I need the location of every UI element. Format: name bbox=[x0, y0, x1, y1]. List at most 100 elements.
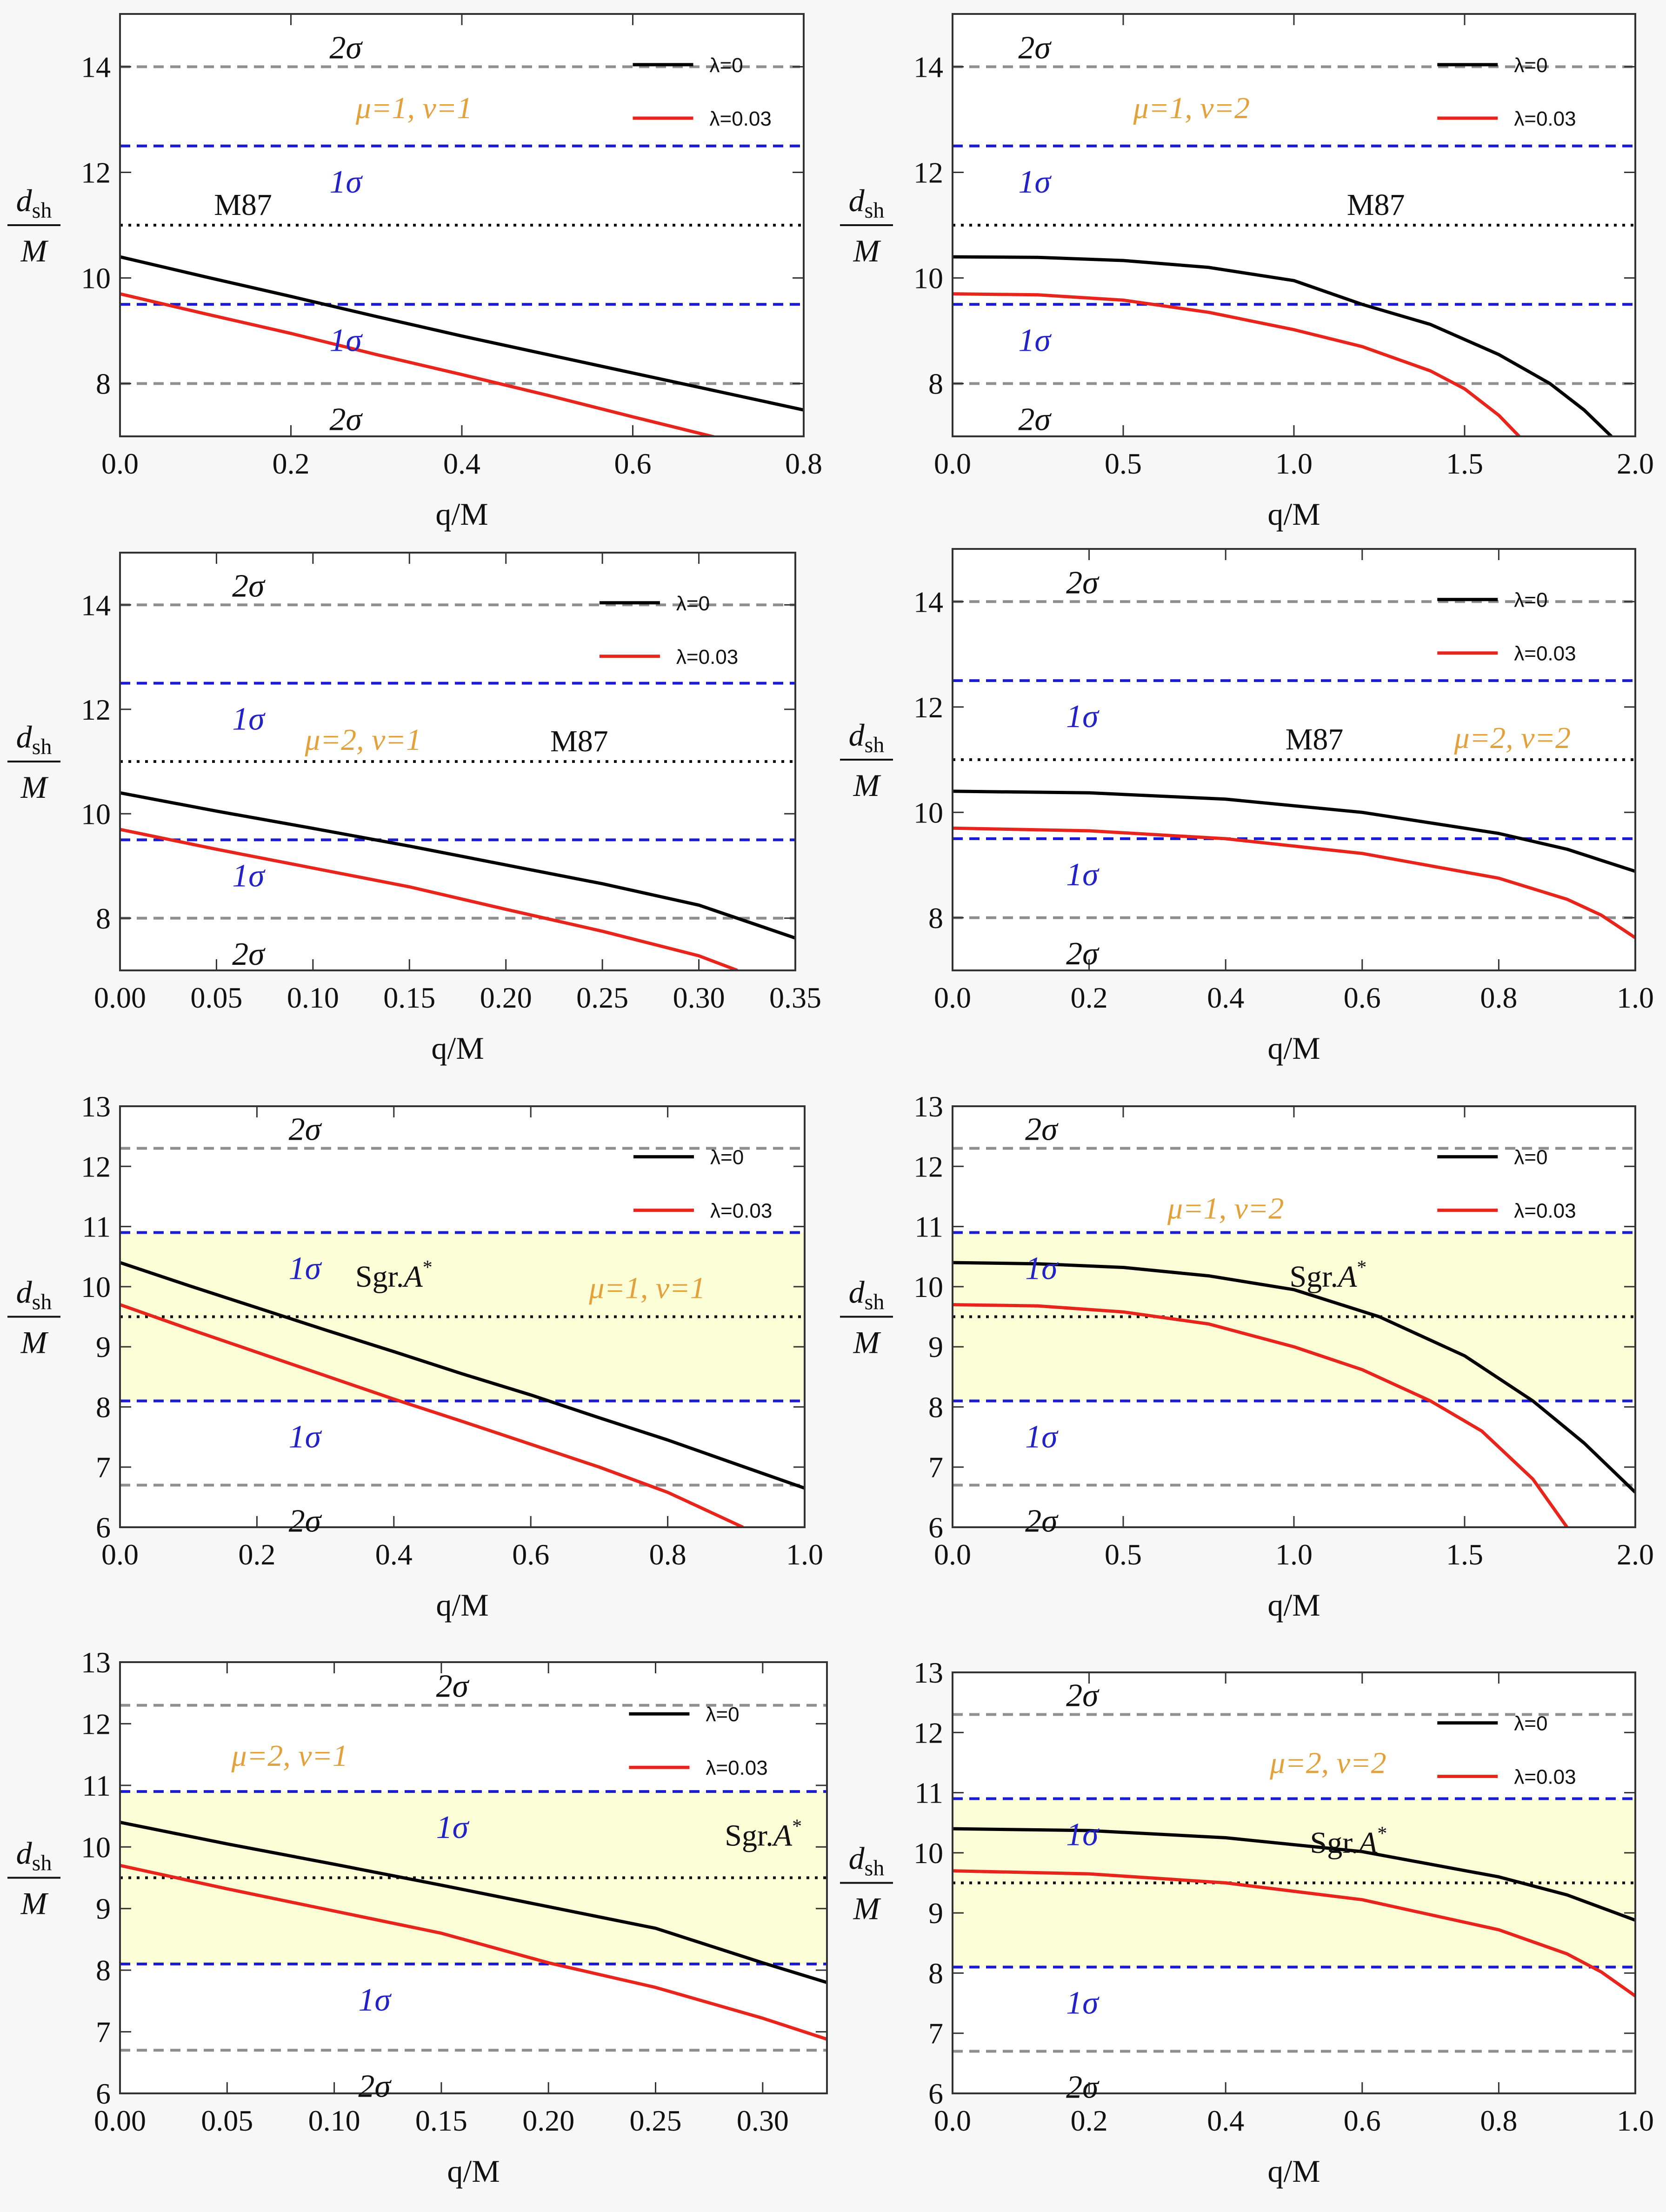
sigma1-lower-label: 1σ bbox=[232, 858, 266, 894]
y-tick-label: 7 bbox=[928, 1451, 943, 1484]
x-tick-label: 2.0 bbox=[1617, 447, 1654, 480]
y-tick-label: 13 bbox=[913, 1090, 943, 1123]
y-tick-label: 10 bbox=[913, 796, 943, 829]
y-tick-label: 8 bbox=[928, 902, 943, 935]
x-tick-label: 0.2 bbox=[273, 447, 310, 480]
sigma2-upper-label: 2σ bbox=[329, 30, 363, 66]
reference-object-label: Sgr.A* bbox=[1289, 1257, 1366, 1294]
y-tick-label: 9 bbox=[96, 1330, 111, 1363]
x-tick-label: 0.2 bbox=[1071, 981, 1108, 1014]
x-tick-label: 0.6 bbox=[614, 447, 652, 480]
x-axis-title: q/M bbox=[435, 496, 488, 532]
y-tick-label: 9 bbox=[96, 1892, 111, 1925]
legend-entry: λ=0 bbox=[1514, 1712, 1547, 1735]
y-tick-label: 10 bbox=[81, 1270, 111, 1303]
y-tick-label: 7 bbox=[96, 2016, 111, 2049]
legend-entry: λ=0 bbox=[1514, 1146, 1547, 1169]
x-tick-label: 0.0 bbox=[934, 447, 971, 480]
x-tick-label: 0.8 bbox=[649, 1538, 686, 1571]
y-tick-label: 8 bbox=[96, 902, 111, 935]
parameter-label: μ=1, ν=2 bbox=[1133, 91, 1250, 125]
sigma2-lower-label: 2σ bbox=[1018, 402, 1052, 438]
y-tick-label: 13 bbox=[81, 1646, 111, 1679]
parameter-label: μ=1, ν=1 bbox=[355, 91, 473, 125]
parameter-label: μ=1, ν=1 bbox=[588, 1271, 706, 1305]
y-tick-label: 12 bbox=[81, 156, 111, 189]
x-axis-title: q/M bbox=[447, 2153, 500, 2189]
y-tick-label: 6 bbox=[96, 1511, 111, 1544]
legend-entry: λ=0 bbox=[1514, 54, 1547, 77]
y-tick-label: 11 bbox=[914, 1210, 943, 1243]
sigma2-lower-label: 2σ bbox=[329, 402, 363, 438]
x-axis-title: q/M bbox=[1267, 496, 1320, 532]
sigma2-upper-label: 2σ bbox=[289, 1112, 322, 1148]
sigma1-lower-label: 1σ bbox=[1066, 1985, 1100, 2021]
y-tick-label: 6 bbox=[96, 2077, 111, 2110]
legend-entry: λ=0 bbox=[710, 54, 743, 77]
x-tick-label: 1.5 bbox=[1446, 1538, 1483, 1571]
x-tick-label: 0.8 bbox=[1480, 981, 1517, 1014]
x-tick-label: 1.0 bbox=[1275, 447, 1313, 480]
x-tick-label: 0.30 bbox=[673, 981, 725, 1014]
x-tick-label: 0.15 bbox=[383, 981, 435, 1014]
legend-entry: λ=0.03 bbox=[1514, 1200, 1576, 1223]
legend-entry: λ=0.03 bbox=[1514, 1766, 1576, 1789]
x-tick-label: 0.4 bbox=[1207, 981, 1244, 1014]
sigma2-lower-label: 2σ bbox=[289, 1504, 322, 1539]
sigma1-lower-label: 1σ bbox=[358, 1982, 392, 2018]
sigma2-upper-label: 2σ bbox=[1066, 1678, 1100, 1714]
x-tick-label: 1.5 bbox=[1446, 447, 1483, 480]
x-tick-label: 0.20 bbox=[522, 2104, 574, 2137]
y-tick-label: 8 bbox=[928, 1957, 943, 1990]
y-tick-label: 10 bbox=[81, 1831, 111, 1864]
y-tick-label: 12 bbox=[913, 691, 943, 724]
x-tick-label: 0.05 bbox=[190, 981, 242, 1014]
x-tick-label: 0.8 bbox=[1480, 2104, 1517, 2137]
y-tick-label: 14 bbox=[913, 585, 943, 618]
y-axis-title-denominator: M bbox=[853, 233, 881, 268]
y-axis-title-denominator: M bbox=[20, 1325, 49, 1360]
legend-entry: λ=0.03 bbox=[710, 1200, 772, 1223]
y-tick-label: 6 bbox=[928, 2077, 943, 2110]
sigma2-lower-label: 2σ bbox=[232, 936, 266, 972]
parameter-label: μ=1, ν=2 bbox=[1167, 1192, 1284, 1226]
sigma1-upper-label: 1σ bbox=[1025, 1251, 1059, 1287]
x-tick-label: 0.4 bbox=[375, 1538, 413, 1571]
x-tick-label: 2.0 bbox=[1617, 1538, 1654, 1571]
y-tick-label: 10 bbox=[913, 1270, 943, 1303]
sigma1-lower-label: 1σ bbox=[329, 322, 363, 358]
reference-object-label: M87 bbox=[1347, 188, 1405, 222]
x-axis-title: q/M bbox=[431, 1030, 484, 1066]
y-tick-label: 10 bbox=[913, 1837, 943, 1870]
y-tick-label: 10 bbox=[81, 262, 111, 295]
y-tick-label: 13 bbox=[81, 1090, 111, 1123]
x-tick-label: 0.10 bbox=[308, 2104, 360, 2137]
y-tick-label: 13 bbox=[913, 1656, 943, 1689]
sigma2-lower-label: 2σ bbox=[358, 2068, 392, 2104]
x-tick-label: 0.0 bbox=[101, 447, 139, 480]
x-tick-label: 0.6 bbox=[512, 1538, 549, 1571]
sigma2-lower-label: 2σ bbox=[1025, 1504, 1059, 1539]
x-tick-label: 0.30 bbox=[737, 2104, 789, 2137]
x-tick-label: 1.0 bbox=[1617, 981, 1654, 1014]
y-axis-title-denominator: M bbox=[853, 1325, 881, 1360]
x-tick-label: 0.2 bbox=[238, 1538, 275, 1571]
x-tick-label: 0.25 bbox=[630, 2104, 682, 2137]
y-tick-label: 12 bbox=[81, 1707, 111, 1740]
y-tick-label: 11 bbox=[82, 1769, 111, 1802]
y-tick-label: 8 bbox=[96, 1390, 111, 1423]
x-tick-label: 1.0 bbox=[1617, 2104, 1654, 2137]
y-axis-title-denominator: M bbox=[20, 769, 49, 805]
y-axis-title-denominator: M bbox=[20, 1886, 49, 1921]
y-tick-label: 8 bbox=[96, 1954, 111, 1987]
sigma1-lower-label: 1σ bbox=[1025, 1419, 1059, 1455]
y-tick-label: 14 bbox=[81, 51, 111, 84]
y-tick-label: 10 bbox=[81, 797, 111, 830]
reference-object-label: M87 bbox=[1286, 722, 1344, 756]
y-tick-label: 7 bbox=[928, 2017, 943, 2050]
legend-entry: λ=0 bbox=[676, 592, 710, 615]
sigma1-upper-label: 1σ bbox=[436, 1810, 470, 1845]
sigma1-upper-label: 1σ bbox=[1066, 699, 1100, 735]
y-axis-title-denominator: M bbox=[853, 1891, 881, 1926]
legend-entry: λ=0 bbox=[1514, 589, 1547, 612]
